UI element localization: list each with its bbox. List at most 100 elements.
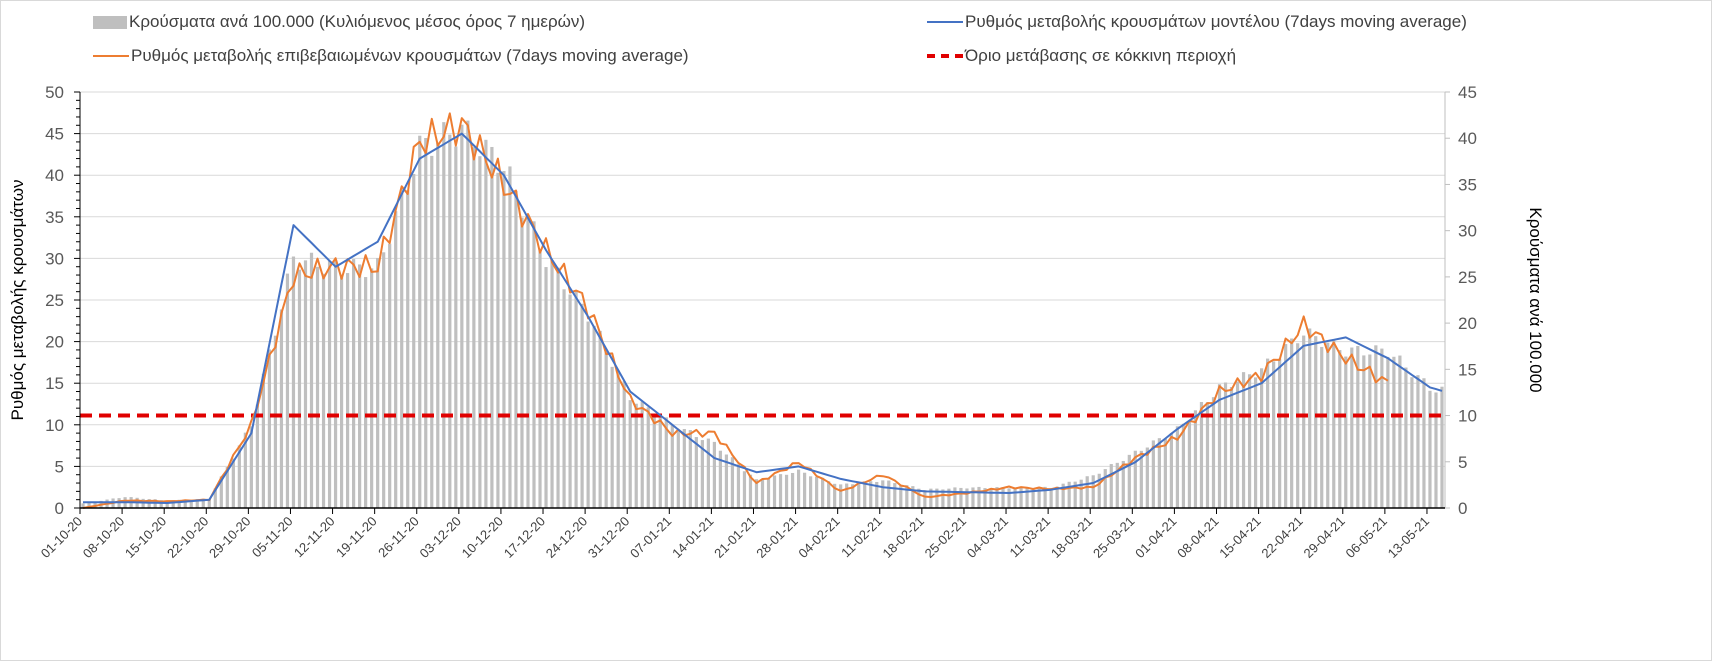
bar-cases [1380, 348, 1384, 508]
x-tick-label: 22-04-21 [1258, 514, 1305, 561]
y-tick-left: 20 [45, 333, 64, 352]
bar-cases [225, 466, 229, 508]
bar-cases [1193, 410, 1198, 508]
bar-cases [213, 488, 217, 508]
bar-cases [809, 476, 813, 508]
bar-cases [821, 477, 825, 508]
bar-cases [1013, 487, 1017, 508]
bar-cases [1404, 367, 1408, 508]
bar-cases [869, 481, 873, 508]
x-tick-label: 29-10-20 [206, 514, 253, 561]
bar-cases [1332, 339, 1336, 508]
bar-cases [502, 171, 506, 508]
bar-cases [400, 188, 404, 509]
x-tick-label: 05-11-20 [249, 514, 296, 561]
bar-cases [1374, 345, 1378, 508]
bar-cases [917, 488, 921, 508]
bar-cases [815, 476, 819, 508]
bar-cases [231, 458, 235, 508]
bar-cases [478, 156, 482, 509]
bar-cases [297, 269, 302, 508]
bar-cases [977, 486, 981, 508]
bar-cases [1217, 384, 1222, 508]
bar-cases [610, 366, 614, 508]
bar-cases [291, 256, 296, 508]
bar-cases [923, 490, 927, 508]
bar-cases [327, 260, 332, 508]
bar-cases [1079, 479, 1083, 508]
x-tick-label: 01-04-21 [1132, 514, 1179, 561]
bar-cases [694, 437, 698, 508]
bar-cases [1350, 347, 1354, 508]
y-tick-right: 45 [1458, 83, 1477, 102]
y-tick-left: 40 [45, 166, 64, 185]
bar-cases [1115, 462, 1119, 508]
bar-cases [586, 321, 590, 508]
bar-cases [526, 217, 530, 508]
bar-cases [1043, 486, 1047, 508]
y-tick-right: 30 [1458, 222, 1477, 241]
bar-cases [358, 264, 362, 508]
bar-cases [574, 290, 578, 508]
bar-cases [1368, 354, 1372, 508]
x-tick-label: 25-03-21 [1090, 514, 1137, 561]
bar-cases [887, 480, 891, 508]
bar-cases [658, 417, 662, 508]
bar-cases [748, 474, 753, 508]
bar-cases [905, 485, 909, 508]
bar-cases [1205, 402, 1210, 508]
bar-cases [688, 430, 692, 508]
bar-cases [646, 407, 650, 508]
bar-cases [1127, 454, 1131, 508]
bar-cases [189, 499, 193, 508]
bar-cases [1223, 382, 1228, 508]
x-tick-label: 10-12-20 [459, 514, 506, 561]
bar-cases [490, 146, 494, 508]
bar-cases [730, 457, 735, 508]
bar-cases [1344, 356, 1348, 508]
bar-cases [664, 417, 668, 508]
bar-cases [303, 260, 308, 508]
bar-cases [1416, 375, 1420, 508]
bar-cases [562, 289, 566, 508]
bar-cases [712, 441, 716, 508]
bar-cases [652, 416, 656, 508]
legend-label: Ρυθμός μεταβολής επιβεβαιωμένων κρουσμάτ… [131, 46, 689, 65]
legend-line-swatch [93, 55, 129, 57]
bar-cases [370, 268, 374, 508]
legend-item-confirmed-rate: Ρυθμός μεταβολής επιβεβαιωμένων κρουσμάτ… [93, 46, 689, 66]
bar-cases [544, 267, 548, 508]
bar-cases [394, 211, 398, 508]
bar-cases [634, 403, 638, 508]
bar-cases [953, 487, 957, 508]
bar-cases [183, 500, 187, 508]
bar-cases [736, 464, 741, 508]
bar-cases [1392, 356, 1396, 508]
bar-cases [1428, 390, 1432, 508]
x-tick-label: 22-10-20 [164, 514, 211, 561]
bar-cases [929, 488, 933, 508]
x-tick-label: 21-01-21 [711, 514, 758, 561]
bar-cases [724, 454, 729, 508]
x-tick-label: 07-01-21 [627, 514, 674, 561]
legend-label: Ρυθμός μεταβολής κρουσμάτων μοντέλου (7d… [965, 12, 1467, 31]
bar-cases [514, 190, 518, 508]
x-tick-label: 15-04-21 [1216, 514, 1263, 561]
bar-cases [1302, 335, 1306, 508]
x-tick-label: 18-03-21 [1048, 514, 1095, 561]
bar-cases [1037, 487, 1041, 508]
bar-cases [604, 351, 608, 508]
bar-cases [1422, 378, 1426, 508]
bar-cases [881, 480, 885, 508]
bar-cases [1440, 386, 1444, 508]
x-tick-label: 29-04-21 [1300, 514, 1347, 561]
bar-cases [171, 500, 175, 508]
bar-cases [364, 277, 368, 508]
x-tick-label: 26-11-20 [375, 514, 422, 561]
bar-cases [273, 335, 278, 508]
bar-cases [1001, 487, 1005, 508]
bar-cases [93, 501, 97, 508]
bar-cases [159, 500, 163, 508]
bar-cases [893, 483, 897, 508]
